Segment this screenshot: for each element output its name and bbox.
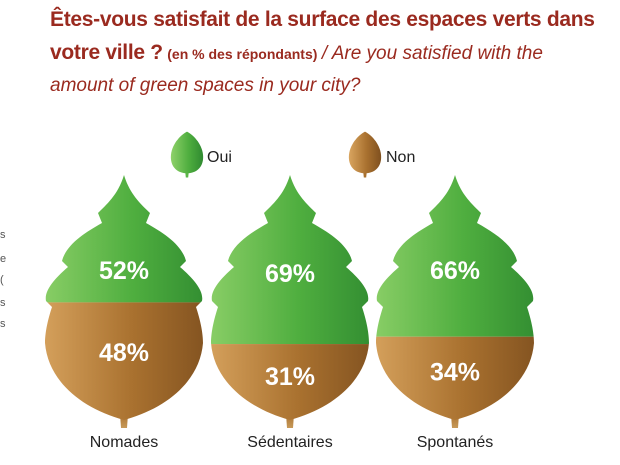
title-english: / Are you satisfied with the amount of g…	[50, 43, 543, 96]
data-label-non: 34%	[430, 359, 480, 387]
leaf-group-nomades: 52% 48% Nomades	[45, 175, 203, 451]
data-label-non: 31%	[265, 363, 315, 391]
edge-fragment: s	[0, 229, 6, 241]
data-label-oui: 69%	[265, 260, 315, 288]
legend-non-label: Non	[386, 149, 415, 166]
edge-fragment: s	[0, 318, 6, 330]
edge-fragment: e	[0, 253, 6, 265]
edge-fragments: s e ( s s	[0, 229, 6, 330]
data-label-oui: 66%	[430, 257, 480, 285]
leaf-group-sedentaires: 69% 31% Sédentaires	[211, 175, 369, 451]
edge-fragment: (	[0, 274, 4, 286]
edge-fragment: s	[0, 297, 6, 309]
data-label-oui: 52%	[99, 257, 149, 285]
bar-segment-oui	[376, 175, 534, 337]
category-label: Sédentaires	[247, 434, 332, 451]
title-french: Êtes-vous satisfait de la surface des es…	[50, 8, 595, 64]
legend: Oui Non	[170, 131, 415, 178]
title-unit-note: (en % des répondants)	[167, 46, 318, 62]
chart-title: Êtes-vous satisfait de la surface des es…	[50, 4, 610, 102]
category-label: Spontanés	[417, 434, 494, 451]
leaf-group-spontanes: 66% 34% Spontanés	[376, 175, 534, 451]
leaf-groups: 52% 48% Nomades 69% 31% Sédentaires 66% 34% Spon…	[45, 175, 534, 451]
data-label-non: 48%	[99, 339, 149, 367]
legend-non-leaf-icon	[348, 131, 382, 178]
legend-oui-label: Oui	[207, 149, 232, 166]
bar-segment-oui	[211, 175, 369, 345]
category-label: Nomades	[90, 434, 158, 451]
legend-oui-leaf-icon	[170, 131, 204, 178]
